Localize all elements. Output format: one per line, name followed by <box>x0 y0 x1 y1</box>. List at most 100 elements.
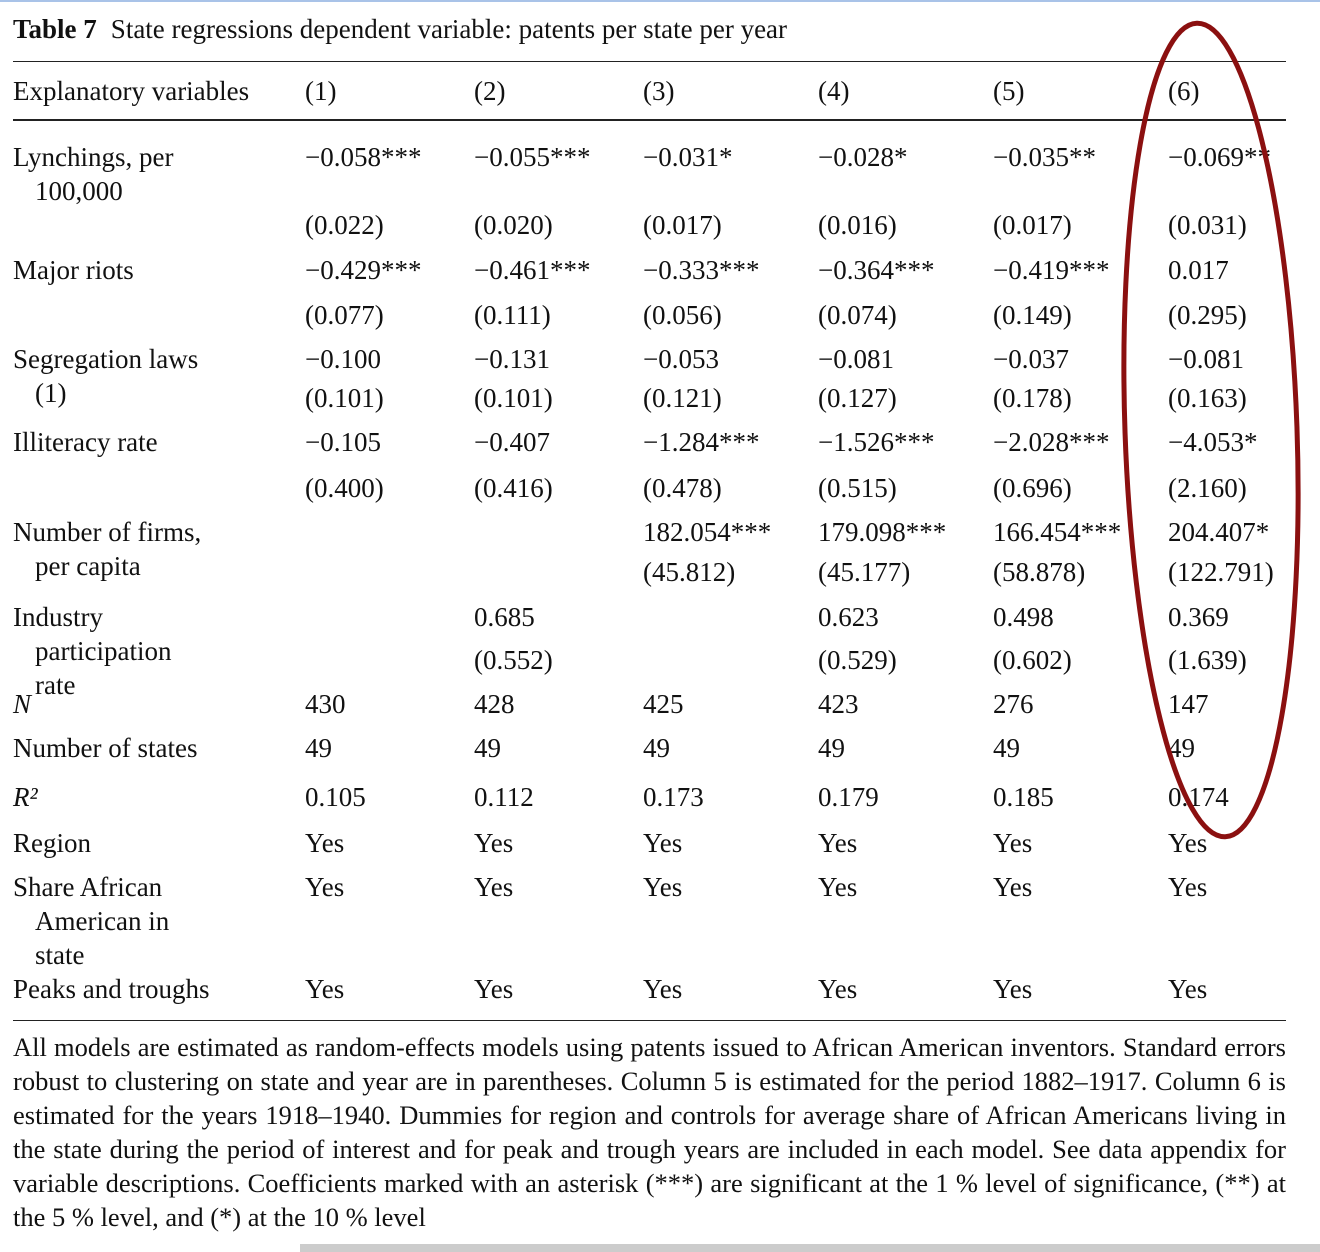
column-header: (4) <box>818 76 850 106</box>
estimate: −0.037 <box>993 344 1069 374</box>
estimate: 428 <box>474 689 515 719</box>
estimate: 49 <box>305 733 332 763</box>
row-label: Number of states <box>13 733 198 763</box>
row-label: Lynchings, per <box>13 142 174 172</box>
estimate: 182.054*** <box>643 517 772 547</box>
estimate: 0.623 <box>818 602 879 632</box>
estimate: Yes <box>474 872 514 902</box>
estimate: −0.053 <box>643 344 719 374</box>
standard-error: (58.878) <box>993 557 1086 587</box>
estimate: Yes <box>993 974 1033 1004</box>
estimate: 147 <box>1168 689 1209 719</box>
standard-error: (0.400) <box>305 473 384 503</box>
standard-error: (0.127) <box>818 383 897 413</box>
row-label: R² <box>13 782 38 812</box>
standard-error: (1.639) <box>1168 645 1247 675</box>
estimate: −0.419*** <box>993 255 1110 285</box>
row-label: (1) <box>35 378 67 408</box>
estimate: −0.407 <box>474 427 550 457</box>
estimate: −0.055*** <box>474 142 591 172</box>
standard-error: (0.074) <box>818 300 897 330</box>
standard-error: (0.121) <box>643 383 722 413</box>
estimate: Yes <box>1168 828 1208 858</box>
estimate: −0.035** <box>993 142 1096 172</box>
estimate: 0.185 <box>993 782 1054 812</box>
estimate: −0.058*** <box>305 142 422 172</box>
estimate: −0.131 <box>474 344 550 374</box>
estimate: 0.369 <box>1168 602 1229 632</box>
standard-error: (0.056) <box>643 300 722 330</box>
standard-error: (0.178) <box>993 383 1072 413</box>
estimate: Yes <box>643 974 683 1004</box>
estimate: −1.526*** <box>818 427 935 457</box>
estimate: Yes <box>818 828 858 858</box>
estimate: 423 <box>818 689 859 719</box>
row-label: 100,000 <box>35 176 123 206</box>
table-label: Table 7 <box>13 14 97 44</box>
rule <box>13 1020 1286 1021</box>
estimate: −0.429*** <box>305 255 422 285</box>
row-label: N <box>13 689 32 719</box>
standard-error: (0.416) <box>474 473 553 503</box>
column-header: (3) <box>643 76 675 106</box>
estimate: −0.028* <box>818 142 908 172</box>
estimate: Yes <box>643 872 683 902</box>
standard-error: (0.031) <box>1168 210 1247 240</box>
standard-error: (0.017) <box>993 210 1072 240</box>
estimate: 204.407* <box>1168 517 1270 547</box>
estimate: 179.098*** <box>818 517 947 547</box>
estimate: 276 <box>993 689 1034 719</box>
title-text: State regressions dependent variable: pa… <box>110 14 788 44</box>
column-header: (5) <box>993 76 1025 106</box>
estimate: 0.112 <box>474 782 534 812</box>
estimate: −0.333*** <box>643 255 760 285</box>
estimate: 49 <box>643 733 670 763</box>
standard-error: (0.696) <box>993 473 1072 503</box>
standard-error: (0.017) <box>643 210 722 240</box>
estimate: 0.179 <box>818 782 879 812</box>
row-label: Major riots <box>13 255 134 285</box>
estimate: −0.364*** <box>818 255 935 285</box>
row-label: Industry <box>13 602 103 632</box>
row-label: Number of firms, <box>13 517 202 547</box>
table-title: Table 7 State regressions dependent varia… <box>13 12 787 46</box>
estimate: 430 <box>305 689 346 719</box>
standard-error: (45.177) <box>818 557 911 587</box>
standard-error: (0.515) <box>818 473 897 503</box>
estimate: Yes <box>474 828 514 858</box>
estimate: −2.028*** <box>993 427 1110 457</box>
standard-error: (0.020) <box>474 210 553 240</box>
column-header: (2) <box>474 76 506 106</box>
row-label: Share African <box>13 872 163 902</box>
standard-error: (2.160) <box>1168 473 1247 503</box>
estimate: Yes <box>1168 974 1208 1004</box>
row-label: Illiteracy rate <box>13 427 158 457</box>
estimate: 0.498 <box>993 602 1054 632</box>
row-label: participation <box>35 636 172 666</box>
estimate: Yes <box>474 974 514 1004</box>
estimate: −1.284*** <box>643 427 760 457</box>
rule <box>13 119 1286 121</box>
standard-error: (45.812) <box>643 557 736 587</box>
standard-error: (0.016) <box>818 210 897 240</box>
rule <box>13 61 1286 62</box>
row-label: Peaks and troughs <box>13 974 210 1004</box>
standard-error: (0.295) <box>1168 300 1247 330</box>
column-header: (1) <box>305 76 337 106</box>
estimate: −0.100 <box>305 344 381 374</box>
estimate: −0.081 <box>1168 344 1244 374</box>
estimate: −0.081 <box>818 344 894 374</box>
row-label: state <box>35 940 85 970</box>
estimate: 49 <box>993 733 1020 763</box>
standard-error: (0.163) <box>1168 383 1247 413</box>
estimate: 0.173 <box>643 782 704 812</box>
standard-error: (122.791) <box>1168 557 1274 587</box>
estimate: Yes <box>305 828 345 858</box>
estimate: Yes <box>1168 872 1208 902</box>
estimate: −0.069** <box>1168 142 1271 172</box>
estimate: 425 <box>643 689 684 719</box>
standard-error: (0.101) <box>305 383 384 413</box>
estimate: 166.454*** <box>993 517 1122 547</box>
standard-error: (0.529) <box>818 645 897 675</box>
